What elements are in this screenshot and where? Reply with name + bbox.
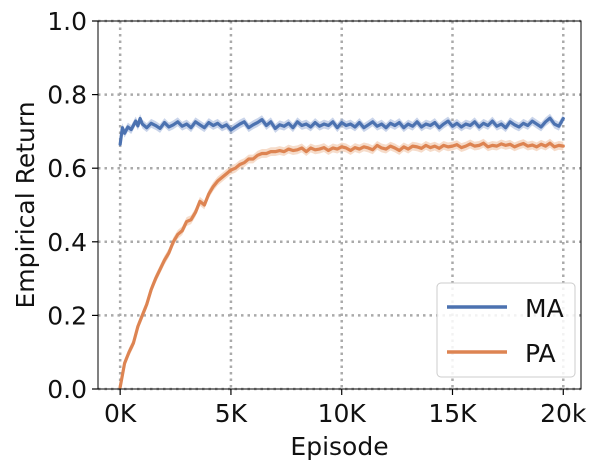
y-tick-label-2: 0.4 bbox=[47, 228, 87, 257]
x-tick-label-2: 10K bbox=[318, 399, 367, 428]
y-tick-label-5: 1.0 bbox=[47, 7, 87, 36]
series-lines bbox=[118, 116, 565, 389]
x-axis-label: Episode bbox=[290, 432, 388, 461]
series-line-ma bbox=[118, 116, 565, 146]
y-tick-label-1: 0.2 bbox=[47, 301, 87, 330]
legend: MA PA bbox=[436, 282, 576, 378]
y-tick-label-0: 0.0 bbox=[47, 375, 87, 404]
series-line-pa bbox=[118, 141, 565, 389]
band-ma bbox=[120, 113, 564, 149]
confidence-bands bbox=[120, 113, 564, 392]
x-tick-label-3: 15K bbox=[428, 399, 477, 428]
y-tick-label-3: 0.6 bbox=[47, 154, 87, 183]
legend-label-ma: MA bbox=[525, 294, 564, 323]
y-axis-label: Empirical Return bbox=[11, 101, 40, 308]
x-tick-label-4: 20k bbox=[540, 399, 587, 428]
plot-frame bbox=[97, 20, 582, 390]
legend-label-pa: PA bbox=[525, 339, 556, 368]
y-tick-label-4: 0.8 bbox=[47, 81, 87, 110]
x-tick-label-0: 0K bbox=[104, 399, 137, 428]
x-tick-label-1: 5K bbox=[215, 399, 248, 428]
axis-ticks: 0K 5K 10K 15K 20k 0.0 0.2 0.4 0.6 0.8 1.0 bbox=[47, 7, 587, 428]
